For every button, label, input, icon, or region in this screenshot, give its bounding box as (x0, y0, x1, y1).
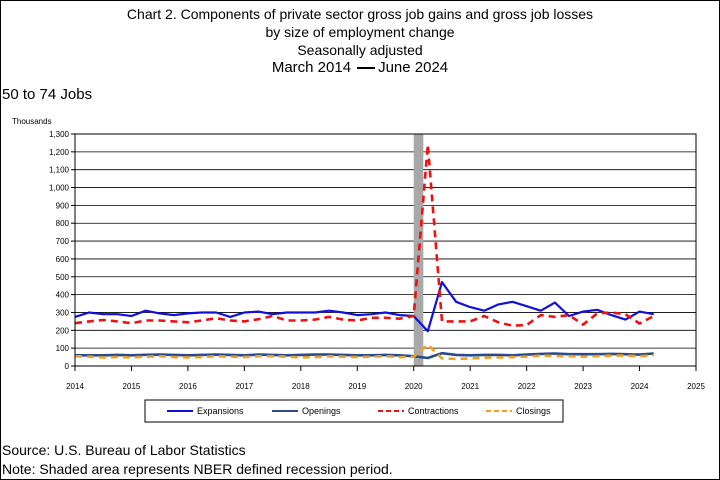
y-tick-label: 800 (56, 219, 70, 228)
date-range: March 2014 June 2024 (0, 59, 720, 77)
legend-box (144, 399, 564, 423)
chart-title-block: Chart 2. Components of private sector gr… (0, 5, 720, 77)
x-tick-label: 2014 (66, 382, 84, 391)
series-group (74, 143, 655, 361)
y-tick-label: 500 (56, 273, 70, 282)
plot-area-border (74, 133, 697, 367)
y-tick-label: 700 (56, 237, 70, 246)
footer: Source: U.S. Bureau of Labor Statistics … (2, 441, 393, 479)
y-axis-ticks: 0 100 200 300 400 500 600 700 800 900 1,000 1,100 1,… (49, 130, 75, 371)
x-tick-label: 2021 (461, 382, 479, 391)
series-line-contractions (74, 143, 655, 328)
x-tick-label: 2016 (179, 382, 197, 391)
panel-label: 50 to 74 Jobs (2, 86, 93, 103)
y-tick-label: 1,100 (49, 166, 70, 175)
y-tick-label: 1,300 (49, 130, 70, 139)
note-text: Note: Shaded area represents NBER define… (2, 461, 393, 477)
x-tick-label: 2024 (631, 382, 649, 391)
source-text: Source: U.S. Bureau of Labor Statistics (2, 442, 246, 458)
gridlines (75, 133, 696, 367)
legend: Expansions Openings Contractions Closings (144, 399, 564, 423)
series-line-openings (75, 351, 654, 360)
chart-title: Chart 2. Components of private sector gr… (126, 6, 594, 22)
x-tick-label: 2017 (235, 382, 253, 391)
y-tick-label: 400 (56, 291, 70, 300)
adjustment-note: Seasonally adjusted (297, 42, 423, 58)
y-tick-label: 200 (56, 326, 70, 335)
legend-label-expansions: Expansions (197, 406, 244, 416)
legend-label-contractions: Contractions (408, 406, 459, 416)
legend-label-closings: Closings (516, 406, 551, 416)
y-tick-label: 100 (56, 344, 70, 353)
series-line-closings (74, 343, 654, 361)
y-tick-label: 1,000 (49, 184, 70, 193)
y-tick-label: 0 (65, 362, 70, 371)
x-tick-label: 2025 (687, 382, 705, 391)
x-tick-label: 2015 (123, 382, 141, 391)
date-range-start: March 2014 (271, 59, 352, 76)
y-tick-label: 600 (56, 255, 70, 264)
x-axis-ticks: 2014 2015 2016 2017 2018 2019 2020 2021 2022 2023… (66, 366, 705, 391)
chart-subtitle: by size of employment change (265, 24, 455, 40)
date-range-end: June 2024 (378, 59, 449, 76)
y-tick-label: 900 (56, 201, 70, 210)
x-tick-label: 2022 (518, 382, 536, 391)
legend-label-openings: Openings (302, 406, 341, 416)
x-tick-label: 2018 (292, 382, 310, 391)
y-tick-label: 1,200 (49, 148, 70, 157)
y-units-label: Thousands (12, 117, 52, 126)
x-tick-label: 2020 (405, 382, 423, 391)
y-tick-label: 300 (56, 308, 70, 317)
x-tick-label: 2023 (574, 382, 592, 391)
x-tick-label: 2019 (348, 382, 366, 391)
dash-symbol (357, 67, 376, 70)
series-line-expansions (74, 281, 654, 333)
